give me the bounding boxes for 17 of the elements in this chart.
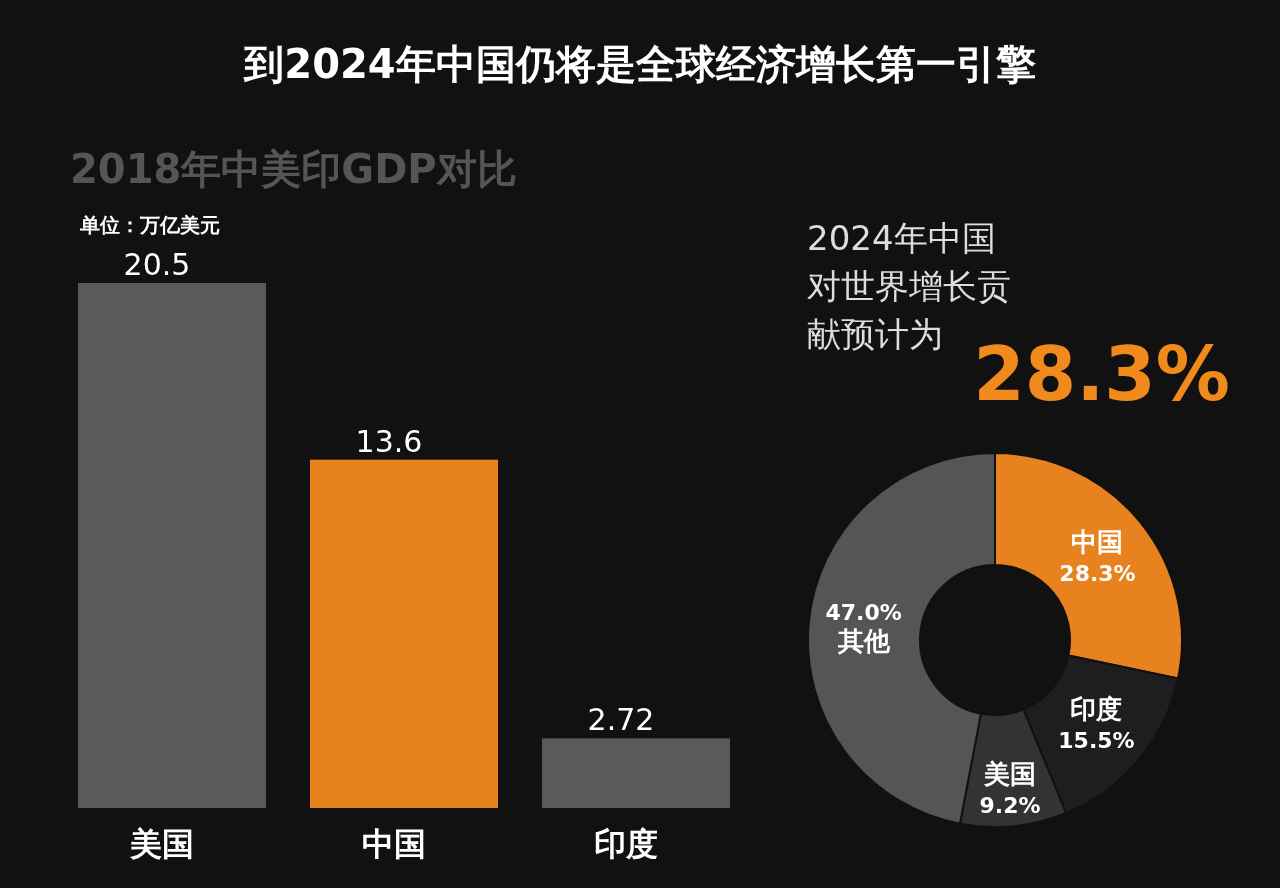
x-tick-label: 美国 [129, 825, 194, 863]
chart-subtitle: 2018年中美印GDP对比 [70, 146, 517, 192]
data-label: 13.6 [355, 423, 423, 459]
chart-title: 到2024年中国仍将是全球经济增长第一引擎 [243, 41, 1036, 87]
slice-label: 中国 [1071, 526, 1124, 557]
data-label: 47.0% [825, 599, 902, 625]
data-label: 28.3% [1059, 560, 1136, 586]
x-tick-label: 印度 [594, 825, 658, 863]
slice-label: 印度 [1070, 694, 1123, 725]
x-tick-label: 中国 [362, 825, 426, 863]
data-label: 9.2% [979, 793, 1041, 819]
data-label: 2.72 [587, 702, 655, 738]
data-label: 15.5% [1058, 728, 1135, 754]
text: 单位：万亿美元 [79, 213, 220, 237]
data-label: 20.5 [123, 247, 191, 282]
slice-label: 美国 [983, 759, 1037, 790]
slice-label: 其他 [836, 625, 891, 656]
